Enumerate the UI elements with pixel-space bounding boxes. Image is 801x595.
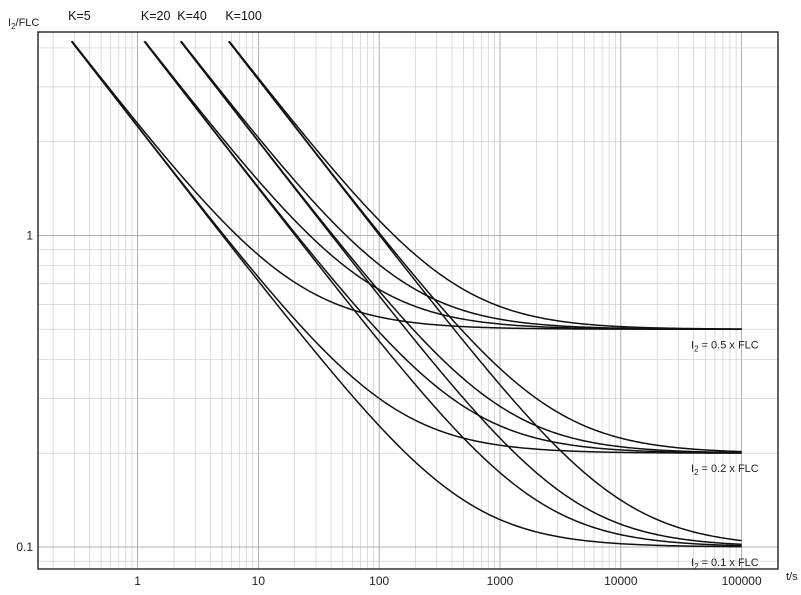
- series-line-k20-i2-0.1: [143, 40, 742, 547]
- setting-label: I2 = 0.2 x FLC: [691, 463, 759, 477]
- setting-label: I2 = 0.1 x FLC: [691, 557, 759, 571]
- k-labels: K=5 K=20 K=40 K=100: [68, 9, 262, 23]
- series-line-k40-i2-0.5: [180, 40, 742, 330]
- x-tick-label: 100000: [722, 574, 762, 588]
- setting-labels: I2 = 0.5 x FLC I2 = 0.2 x FLC I2 = 0.1 x F…: [691, 339, 759, 571]
- series-line-k20-i2-0.5: [144, 40, 742, 330]
- x-axis-label: t/s: [786, 571, 798, 583]
- y-tick-labels: 10.1: [16, 228, 33, 554]
- series-line-k40-i2-0.1: [179, 40, 742, 546]
- series-line-k5-i2-0.5: [71, 40, 742, 330]
- k-label: K=40: [177, 9, 207, 23]
- k-label: K=5: [68, 9, 91, 23]
- x-tick-label: 10: [252, 574, 266, 588]
- setting-label: I2 = 0.5 x FLC: [691, 339, 759, 353]
- x-tick-label: 100: [369, 574, 389, 588]
- grid: [38, 32, 778, 569]
- series-line-k100-i2-0.1: [228, 40, 742, 542]
- x-tick-label: 10000: [604, 574, 638, 588]
- x-tick-labels: 1 10 100 1000 10000 100000: [134, 574, 762, 588]
- series-line-k100-i2-0.5: [228, 40, 742, 330]
- y-tick-label: 0.1: [16, 540, 33, 554]
- series-line-k5-i2-0.1: [70, 40, 742, 548]
- plot-frame: [37, 31, 779, 570]
- k-label: K=100: [225, 9, 262, 23]
- x-tick-label: 1000: [487, 574, 514, 588]
- y-tick-label: 1: [26, 228, 33, 242]
- x-tick-label: 1: [134, 574, 141, 588]
- k-label: K=20: [141, 9, 171, 23]
- y-axis-label: I2/FLC: [8, 17, 39, 31]
- curves: [70, 40, 742, 548]
